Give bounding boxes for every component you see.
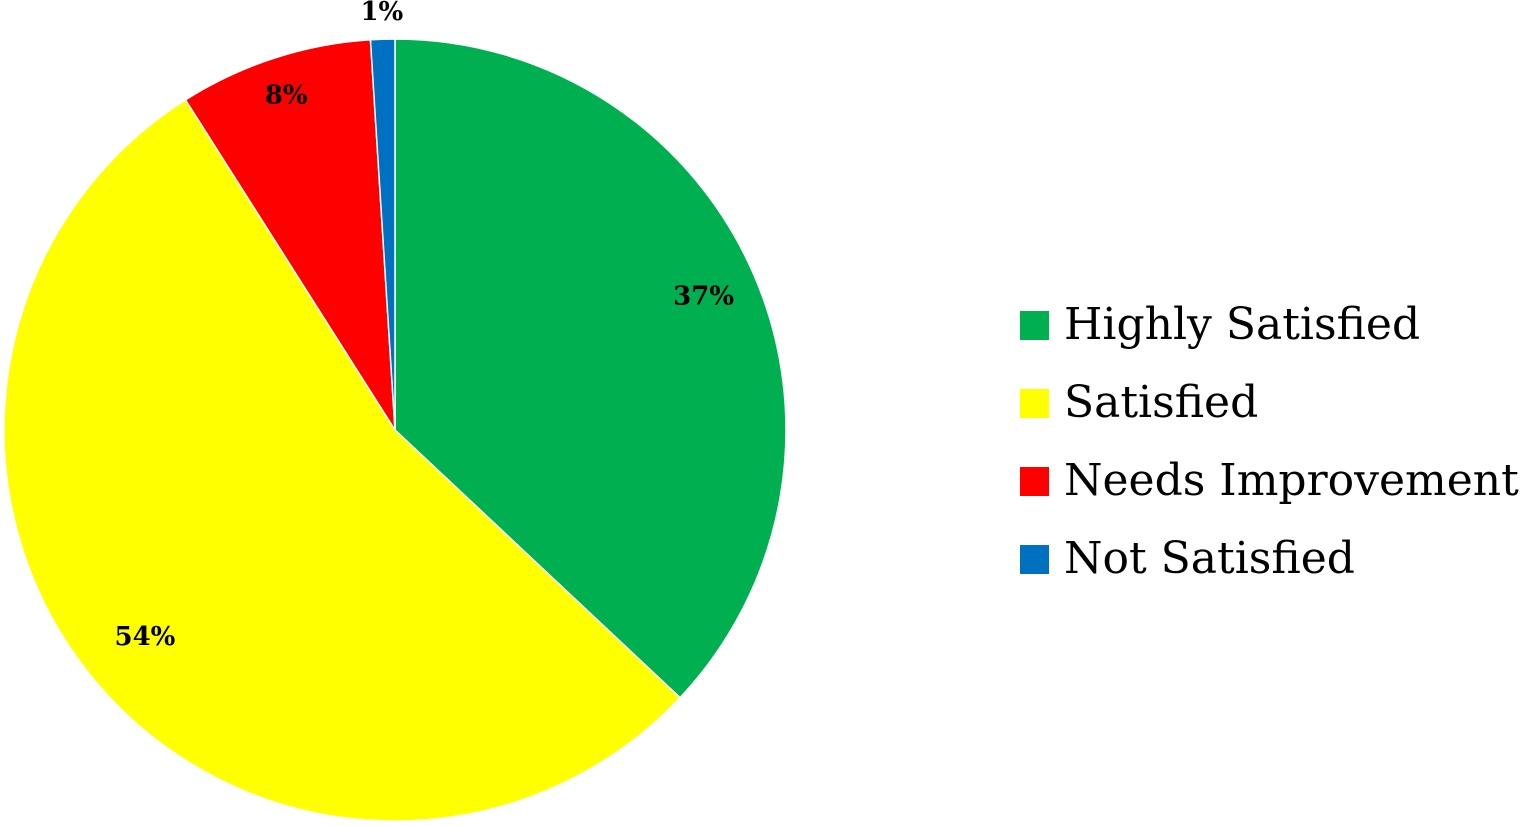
pie-slice-highly-satisfied [394,38,787,699]
data-label-satisfied: 54% [115,622,176,652]
legend-swatch-not-satisfied [1020,544,1049,574]
legend-swatch-needs-improvement [1020,466,1049,496]
pie-slice-needs-improvement [184,38,396,431]
pie-slice-satisfied [3,98,682,822]
legend-item-needs-improvement: Needs Improvement [1020,442,1519,520]
pie-slice-not-satisfied [369,38,396,431]
legend-label-highly-satisfied: Highly Satisfied [1064,299,1421,350]
legend-item-satisfied: Satisfied [1020,364,1519,442]
data-label-highly-satisfied: 37% [673,281,734,311]
legend-label-not-satisfied: Not Satisfied [1064,533,1355,584]
legend-item-not-satisfied: Not Satisfied [1020,520,1519,598]
legend-item-highly-satisfied: Highly Satisfied [1020,286,1519,364]
data-label-not-satisfied: 1% [360,0,403,27]
legend-swatch-highly-satisfied [1020,310,1049,340]
legend-swatch-satisfied [1020,388,1049,418]
legend-label-needs-improvement: Needs Improvement [1064,455,1519,506]
legend: Highly Satisfied Satisfied Needs Improve… [1020,286,1519,598]
data-label-needs-improvement: 8% [265,80,308,110]
legend-label-satisfied: Satisfied [1064,377,1259,428]
